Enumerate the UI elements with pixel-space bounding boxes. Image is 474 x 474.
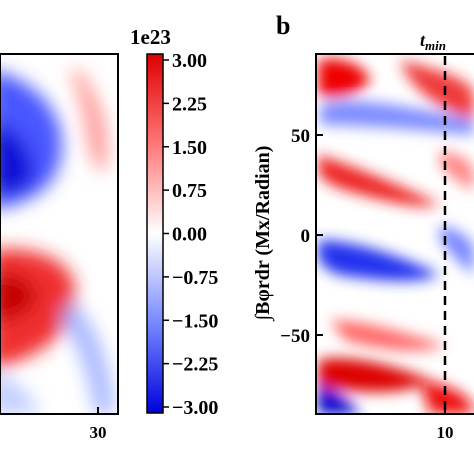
tmin-annotation: tmin (420, 30, 446, 53)
right-x-tick-label: 10 (437, 423, 454, 442)
left-x-tick-label: 30 (90, 423, 107, 442)
left-plot-frame (0, 53, 119, 415)
right-heatmap-panel: b tmin 50 0 −50 10 (276, 11, 474, 442)
colorbar-tick-label: 3.00 (172, 50, 207, 72)
colorbar-tick-label: 0.00 (172, 224, 207, 246)
colorbar: 1e23 3.00 2.25 1.50 0.75 0.00 −0.75 −1.50 −2.25… (130, 25, 275, 419)
colorbar-tick-label: −0.75 (172, 267, 218, 289)
right-y-tick-label: −50 (280, 326, 310, 347)
colorbar-tick-label: −2.25 (172, 354, 218, 376)
right-y-tick-label: 0 (301, 226, 311, 247)
colorbar-label: ∫Bφrdr (Mx/Radian) (252, 146, 275, 323)
colorbar-gradient (146, 53, 164, 414)
colorbar-tick-label: 1.50 (172, 137, 207, 159)
panel-label-b: b (276, 11, 290, 40)
right-y-tick-label: 50 (291, 126, 310, 147)
colorbar-tick-label: 0.75 (172, 180, 207, 202)
colorbar-tick-label: −1.50 (172, 310, 218, 332)
right-y-ticks: 50 0 −50 (280, 126, 323, 347)
colorbar-tick-label: −3.00 (172, 397, 218, 419)
colorbar-multiplier: 1e23 (130, 25, 171, 49)
left-heatmap-panel: 30 (0, 53, 119, 442)
colorbar-tick-label: 2.25 (172, 93, 207, 115)
colorbar-ticks: 3.00 2.25 1.50 0.75 0.00 −0.75 −1.50 −2.25 −3.00 (163, 50, 218, 419)
